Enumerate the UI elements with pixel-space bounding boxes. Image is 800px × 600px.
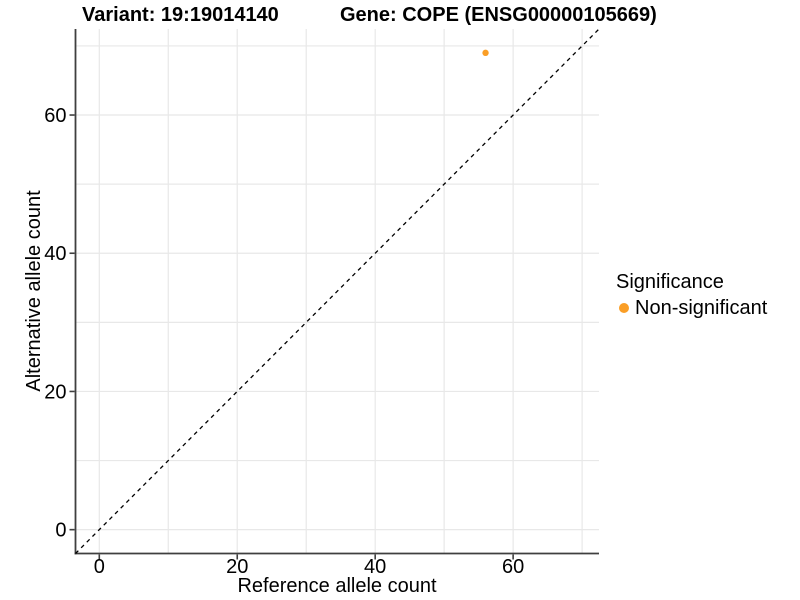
legend-item: Non-significant bbox=[616, 296, 767, 320]
y-tick-label: 20 bbox=[44, 381, 66, 403]
y-tick-label: 40 bbox=[44, 243, 66, 265]
x-tick-label: 0 bbox=[94, 556, 105, 578]
y-axis-title: Alternative allele count bbox=[23, 190, 45, 392]
y-tick-label: 60 bbox=[44, 105, 66, 127]
circle-marker-icon bbox=[619, 303, 629, 313]
plot-title-gene: Gene: COPE (ENSG00000105669) bbox=[340, 4, 657, 26]
x-tick-label: 20 bbox=[226, 556, 248, 578]
data-point bbox=[482, 49, 489, 57]
x-tick-label: 60 bbox=[502, 556, 524, 578]
x-axis-title: Reference allele count bbox=[237, 575, 436, 597]
x-tick-label: 40 bbox=[364, 556, 386, 578]
legend-item-label: Non-significant bbox=[635, 297, 768, 319]
legend-title: Significance bbox=[616, 271, 724, 293]
panel-layer: 0 20 40 60 0 20 40 60 bbox=[44, 28, 600, 578]
y-tick-label: 0 bbox=[55, 520, 66, 542]
legend: Significance Non-significant bbox=[616, 270, 767, 320]
identity-dashed-line bbox=[75, 28, 600, 554]
plot-title-variant: Variant: 19:19014140 bbox=[82, 4, 279, 26]
